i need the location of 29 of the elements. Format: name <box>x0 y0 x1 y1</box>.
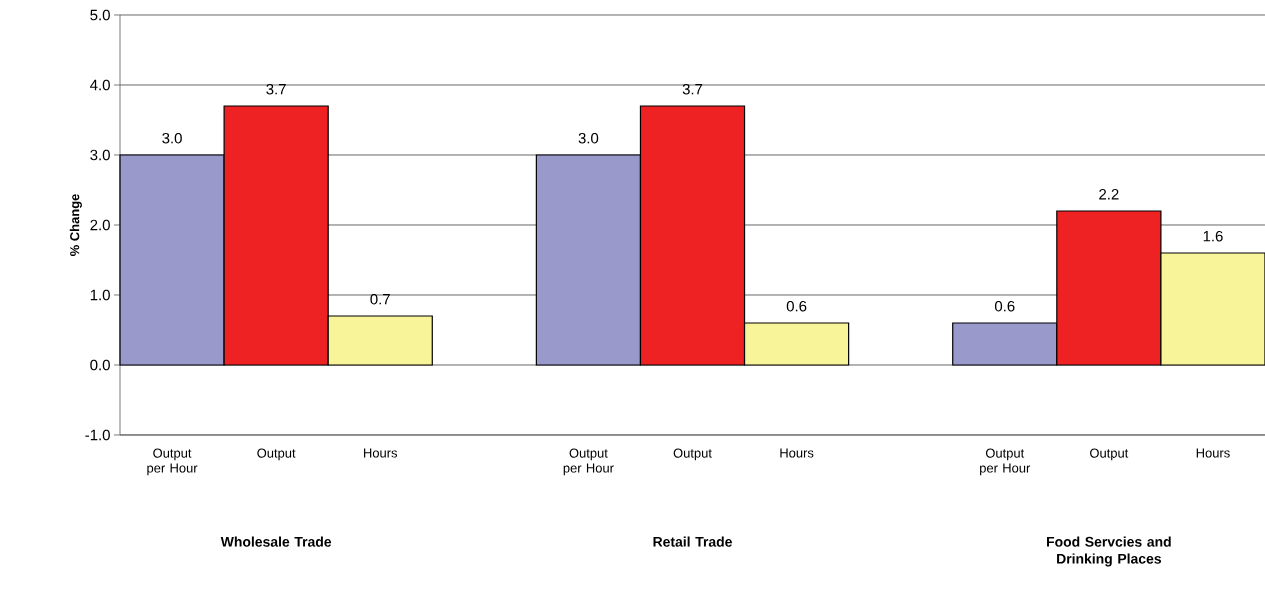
y-tick-label: 4.0 <box>90 79 110 91</box>
y-tick-label: 2.0 <box>90 219 110 231</box>
x-tick-label: Hours <box>780 448 814 458</box>
data-label: 2.2 <box>1099 189 1119 200</box>
x-tick-label: Output <box>257 448 296 461</box>
x-tick-label: Output per Hour <box>147 448 198 476</box>
data-label: 1.6 <box>1203 230 1223 242</box>
x-tick-label: Hours <box>1196 448 1230 458</box>
x-tick-label: Output <box>1090 448 1129 461</box>
y-tick-label: -1.0 <box>85 429 110 441</box>
y-tick-label: 1.0 <box>90 289 110 301</box>
data-label: 0.6 <box>994 300 1015 312</box>
text: Food Servcies and Drinking Places <box>1047 536 1171 567</box>
x-tick-label: Output per Hour <box>980 448 1031 476</box>
data-label: 3.0 <box>162 132 182 144</box>
x-tick-label: Output <box>673 448 712 461</box>
data-label: 3.0 <box>578 132 599 144</box>
data-label: 3.7 <box>682 83 703 95</box>
x-tick-label: Output per Hour <box>563 448 614 476</box>
y-tick-label: 5.0 <box>90 9 110 21</box>
data-label: 0.6 <box>786 300 807 312</box>
x-tick-label: Hours <box>364 448 398 458</box>
y-tick-label: 0.0 <box>90 359 110 371</box>
text: Wholesale Trade <box>220 536 332 547</box>
text: Retail Trade <box>653 536 732 547</box>
y-axis-title: % Change <box>69 194 82 256</box>
data-label: 0.7 <box>370 293 390 305</box>
data-label: 3.7 <box>266 83 286 95</box>
y-tick-label: 3.0 <box>90 149 110 161</box>
